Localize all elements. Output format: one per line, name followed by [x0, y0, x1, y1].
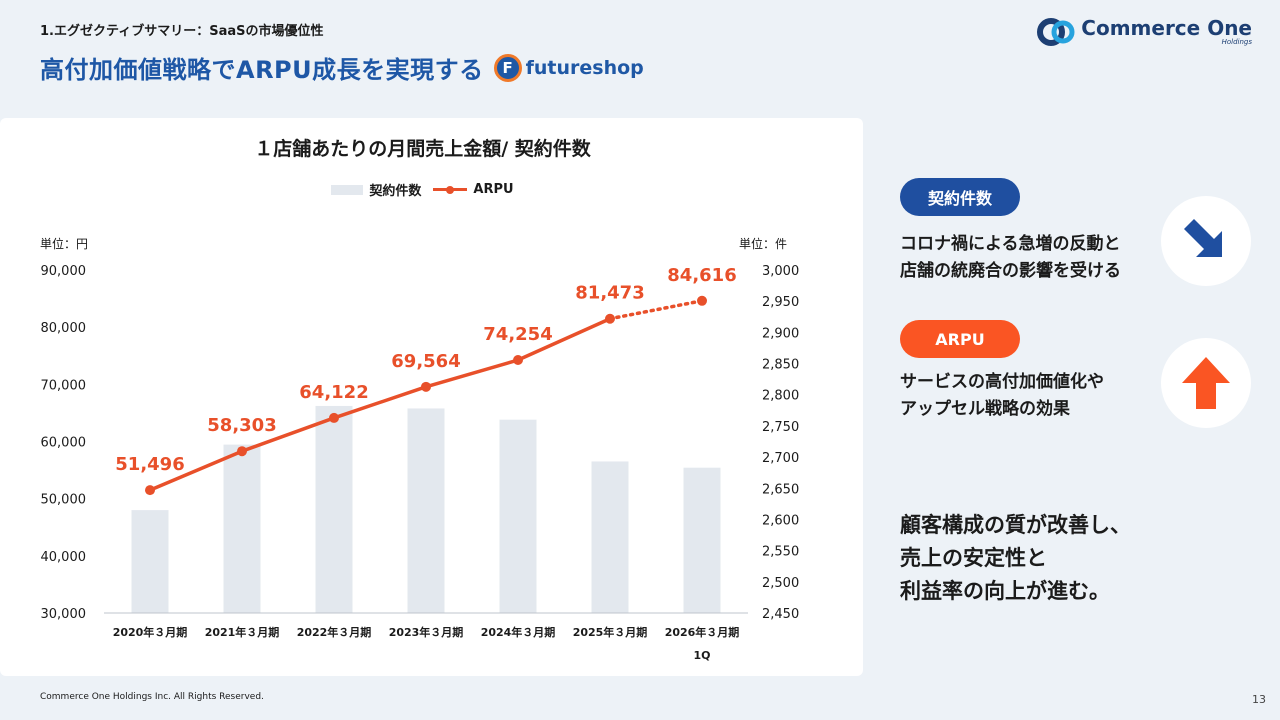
right-axis-tick: 2,800	[762, 389, 799, 404]
chart-legend: 契約件数 ARPU	[0, 180, 845, 199]
contracts-text-line: コロナ禍による急増の反動と	[900, 234, 1121, 254]
x-axis-tick: 2024年３月期	[481, 625, 556, 639]
arpu-point	[513, 355, 523, 366]
left-axis-tick: 80,000	[41, 321, 87, 336]
left-axis-tick: 70,000	[41, 378, 87, 393]
bar-contracts	[223, 444, 261, 613]
legend-label-arpu: ARPU	[473, 182, 514, 197]
left-axis-tick: 40,000	[41, 550, 87, 565]
bar-contracts	[131, 510, 169, 613]
arpu-data-label: 81,473	[575, 283, 644, 304]
right-axis-tick: 2,950	[762, 295, 799, 310]
bar-contracts	[591, 461, 629, 613]
conclusion-line: 利益率の向上が進む。	[900, 579, 1110, 603]
futureshop-logo-text: futureshop	[525, 56, 644, 79]
conclusion-line: 顧客構成の質が改善し、	[900, 513, 1131, 537]
conclusion-text: 顧客構成の質が改善し、 売上の安定性と 利益率の向上が進む。	[900, 509, 1131, 608]
arpu-line-forecast	[608, 299, 704, 321]
commerce-one-name: Commerce One	[1081, 16, 1252, 40]
right-axis-tick: 2,650	[762, 482, 799, 497]
title-row: 高付加価値戦略でARPU成長を実現する F futureshop	[40, 50, 644, 85]
arpu-data-label: 58,303	[207, 415, 276, 436]
bar-contracts	[407, 408, 445, 613]
x-axis-sublabel: 1Q	[693, 649, 710, 662]
x-axis-tick: 2026年３月期	[665, 625, 740, 639]
legend-item-contracts: 契約件数	[331, 180, 421, 199]
arpu-line	[149, 317, 611, 492]
contracts-text-line: 店舗の統廃合の影響を受ける	[900, 261, 1121, 281]
page-number: 13	[1252, 693, 1266, 706]
commerce-one-logo: Commerce One Holdings	[1037, 16, 1252, 48]
section-label: 1.エグゼクティブサマリー：SaaSの市場優位性	[40, 24, 324, 39]
legend-item-arpu: ARPU	[433, 182, 514, 197]
right-axis-tick: 2,700	[762, 451, 799, 466]
arpu-data-label: 64,122	[299, 382, 368, 403]
conclusion-line: 売上の安定性と	[900, 546, 1047, 570]
arpu-text-line: アップセル戦略の効果	[900, 399, 1070, 419]
legend-line-swatch	[433, 185, 468, 194]
right-axis-tick: 2,550	[762, 545, 799, 560]
left-axis-tick: 60,000	[41, 436, 87, 451]
right-axis-tick: 2,750	[762, 420, 799, 435]
right-axis-tick: 2,600	[762, 513, 799, 528]
x-axis-tick: 2020年３月期	[113, 625, 188, 639]
right-axis-tick: 2,450	[762, 607, 799, 622]
bar-contracts	[683, 467, 721, 613]
arpu-point	[237, 446, 247, 457]
x-axis-tick: 2021年３月期	[205, 625, 280, 639]
arpu-badge: ARPU	[900, 320, 1020, 358]
commerce-one-sub: Holdings	[1221, 38, 1252, 46]
arpu-data-label: 74,254	[483, 324, 552, 345]
arrow-down-right-icon	[1161, 196, 1251, 286]
right-axis-tick: 2,900	[762, 326, 799, 341]
arpu-data-label: 51,496	[115, 454, 184, 475]
x-axis-tick: 2023年３月期	[389, 625, 464, 639]
legend-bar-swatch	[331, 184, 364, 195]
right-axis-tick: 2,850	[762, 358, 799, 373]
right-axis-unit: 単位：件	[739, 237, 788, 251]
futureshop-logo: F futureshop	[493, 53, 644, 82]
chart-plot: 30,000 40,000 50,000 60,000 70,000 80,000 90,0…	[41, 264, 800, 662]
contracts-description: コロナ禍による急増の反動と 店舗の統廃合の影響を受ける	[900, 231, 1121, 285]
commerce-one-logo-icon	[1037, 16, 1077, 48]
right-axis-tick: 3,000	[762, 264, 799, 279]
chart-title: １店舗あたりの月間売上金額/ 契約件数	[254, 138, 591, 160]
right-axis-tick: 2,500	[762, 576, 799, 591]
arpu-text-line: サービスの高付加価値化や	[900, 372, 1104, 392]
arpu-point	[697, 295, 707, 306]
arpu-point	[605, 313, 615, 324]
arpu-point	[329, 412, 339, 423]
arpu-data-label: 84,616	[667, 265, 736, 286]
arpu-point	[421, 381, 431, 392]
arpu-point	[145, 485, 155, 496]
footer-copyright: Commerce One Holdings Inc. All Rights Re…	[40, 692, 264, 702]
arrow-up-icon	[1161, 338, 1251, 428]
legend-label-contracts: 契約件数	[369, 184, 422, 199]
contracts-badge: 契約件数	[900, 178, 1020, 216]
page-title: 高付加価値戦略でARPU成長を実現する	[40, 56, 484, 84]
left-axis-tick: 30,000	[41, 607, 87, 622]
left-axis-tick: 90,000	[41, 264, 87, 279]
arpu-data-label: 69,564	[391, 351, 460, 372]
futureshop-logo-badge: F	[493, 53, 522, 82]
bar-contracts	[315, 405, 353, 613]
x-axis-tick: 2025年３月期	[573, 625, 648, 639]
x-axis-tick: 2022年３月期	[297, 625, 372, 639]
left-axis-tick: 50,000	[41, 493, 87, 508]
arpu-description: サービスの高付加価値化や アップセル戦略の効果	[900, 369, 1104, 423]
bar-contracts	[499, 419, 537, 613]
left-axis-unit: 単位：円	[40, 237, 89, 251]
chart-card: 30,000 40,000 50,000 60,000 70,000 80,000 90,0…	[0, 118, 863, 676]
